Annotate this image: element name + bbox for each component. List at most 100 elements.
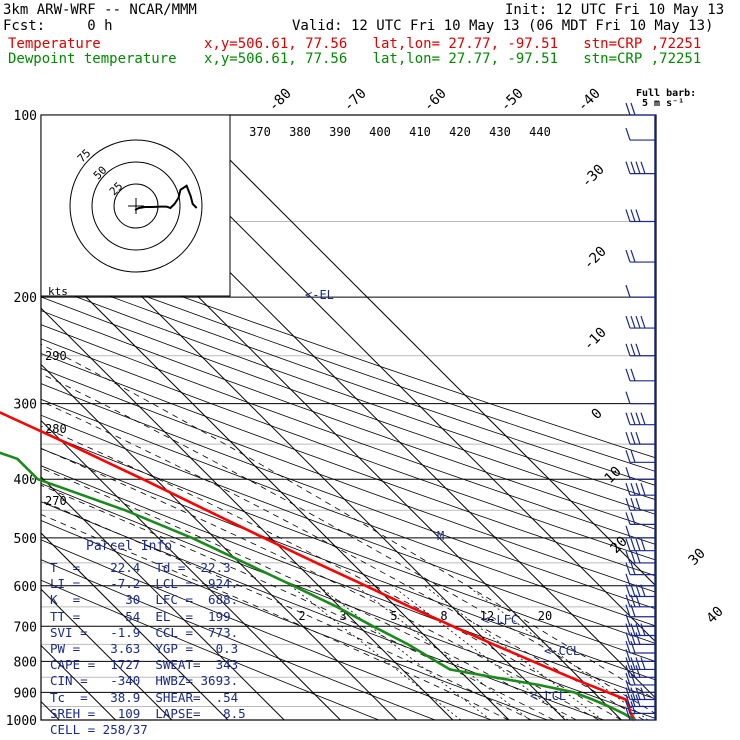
wind-barb [625, 343, 655, 357]
wind-barb [625, 665, 655, 678]
wind-barb [625, 614, 655, 627]
dry-adiabat-line [41, 431, 656, 663]
parcel-info-row: Tc = 38.9 SHEAR= .54 [50, 689, 239, 705]
parcel-info-row: SREH = 109 LAPSE= 8.5 [50, 705, 246, 721]
theta-label: 410 [409, 125, 431, 139]
wind-barb [625, 680, 655, 693]
mixing-ratio-label: 5 [390, 609, 397, 623]
wind-barb [625, 701, 655, 714]
wind-barb [625, 562, 655, 576]
dry-adiabat-line [41, 296, 656, 515]
theta-label: 370 [249, 125, 271, 139]
isotherm-line [41, 251, 510, 720]
hodograph-ring [91, 161, 181, 251]
wind-barb [625, 584, 655, 598]
plot-border [40, 114, 657, 721]
hodograph-units-label: kts [48, 285, 68, 298]
pressure-tick-label: 1000 [6, 714, 37, 729]
dry-adiabat-line [41, 519, 549, 720]
wind-barb [625, 209, 655, 223]
model-title: 3km ARW-WRF -- NCAR/MMM [3, 2, 197, 18]
level-annotation: <-EL [305, 288, 334, 302]
dry-adiabat-line [41, 310, 656, 530]
barb-legend-label: Full barb: [636, 88, 696, 99]
moist-adiabat-line [41, 484, 555, 720]
wind-barb [625, 687, 655, 701]
wind-barb [625, 573, 655, 587]
parcel-info-row: K = 30 LFC = 688. [50, 592, 239, 608]
pressure-tick-label: 900 [14, 686, 37, 701]
dry-adiabat-line [41, 269, 656, 486]
dry-adiabat-line [41, 367, 656, 593]
wind-barb [625, 102, 655, 116]
wind-barb [625, 391, 655, 405]
wind-barb [625, 550, 655, 564]
temperature-legend-label: Temperature [8, 36, 101, 52]
isotherm-line [41, 363, 397, 720]
barb-legend-units: 5 m s⁻¹ [642, 98, 684, 109]
dry-adiabat-line [41, 539, 493, 720]
isotherm-label: -20 [581, 244, 610, 273]
dry-adiabat-line [41, 501, 605, 720]
wind-barb [625, 467, 655, 480]
mixing-ratio-line [466, 585, 649, 720]
parcel-info-row: SVI = -1.9 CCL = 773. [50, 624, 239, 640]
wind-barb [625, 525, 655, 539]
wind-barb [625, 707, 655, 721]
isotherm-label: -30 [579, 162, 608, 191]
theta-label: 430 [489, 125, 511, 139]
mixing-ratio-line [424, 585, 603, 720]
moist-adiabat-line [41, 514, 510, 720]
isotherm-label: -40 [575, 86, 604, 115]
valid-time: Valid: 12 UTC Fri 10 May 13 (06 MDT Fri … [292, 18, 714, 34]
theta-label: 380 [289, 125, 311, 139]
mixing-ratio-label: 3 [339, 609, 346, 623]
pressure-tick-label: 200 [14, 291, 37, 306]
theta-label: 400 [369, 125, 391, 139]
parcel-info-row: T = 22.4 Td = 22.3 [50, 560, 231, 575]
wind-barb [625, 632, 655, 646]
dry-adiabat-line [41, 559, 437, 720]
hodograph-trace [134, 184, 198, 211]
parcel-info-row: PW = 3.63 YGP = 0.3 [50, 641, 239, 656]
isotherm-label: 0 [589, 406, 606, 423]
isotherm-line [41, 419, 341, 720]
wind-barb [625, 368, 655, 382]
theta-label: 420 [449, 125, 471, 139]
mixing-ratio-label: 12 [480, 609, 494, 623]
isotherm-label: 30 [686, 546, 709, 569]
wind-barb [625, 482, 655, 496]
parcel-info-row: TT = 54 EL = 199 [50, 608, 231, 624]
wind-barb [625, 672, 655, 686]
dry-adiabat-line [41, 448, 656, 681]
dry-adiabat-line [41, 579, 380, 720]
wind-barb [625, 640, 655, 654]
dry-adiabat-line [41, 414, 656, 645]
wind-barb [625, 127, 655, 141]
init-time: Init: 12 UTC Fri 10 May 13 [505, 2, 725, 18]
dewpoint-line [0, 451, 635, 722]
wind-barb [625, 623, 655, 637]
mixing-ratio-label: 2 [298, 609, 305, 623]
wind-barb [625, 315, 655, 329]
level-annotation: <-LFC [482, 613, 518, 627]
dewpoint-location-info: x,y=506.61, 77.56 lat,lon= 27.77, -97.51… [204, 51, 702, 67]
isotherm-label: 40 [704, 604, 727, 627]
mixing-ratio-line [290, 585, 462, 720]
mixing-ratio-label: 20 [538, 609, 552, 623]
isotherm-label: -60 [421, 86, 450, 115]
theta-label: 390 [329, 125, 351, 139]
level-annotation: <-CCL [544, 644, 580, 658]
wind-barb [625, 249, 655, 263]
level-annotation: <-LCL [530, 689, 566, 703]
wind-barb [625, 284, 655, 298]
hodograph-ring [69, 139, 203, 273]
parcel-info-row: LI = -7.2 LCL = 924. [50, 576, 239, 592]
moist-adiabat-line [41, 500, 532, 720]
theta-label: 440 [529, 125, 551, 139]
forecast-hour: Fcst: 0 h [3, 18, 113, 34]
isotherm-line [0, 115, 3, 720]
wind-barb [625, 649, 655, 662]
isotherm-line [41, 532, 229, 720]
